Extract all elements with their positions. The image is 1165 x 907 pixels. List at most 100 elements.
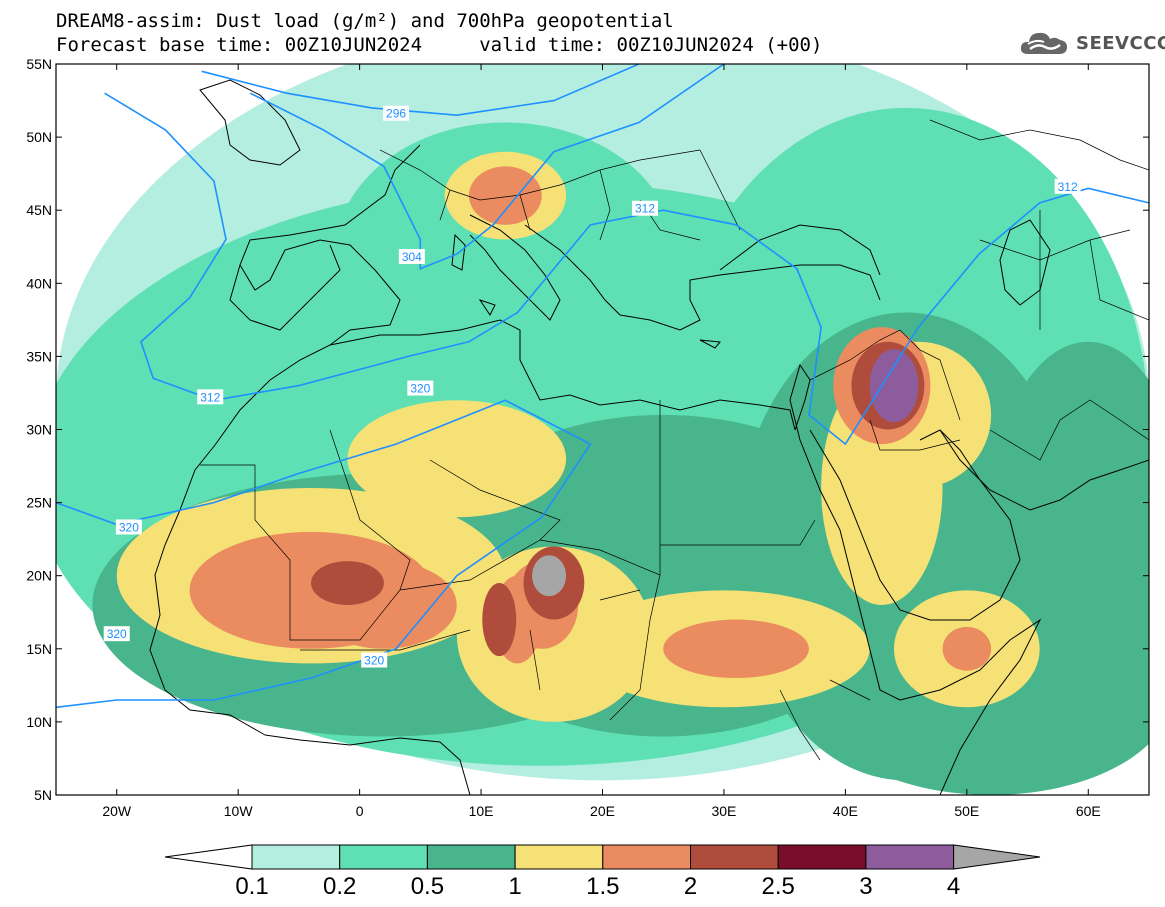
colorbar-swatch [602, 844, 691, 870]
geopotential-contour [249, 64, 725, 270]
geopotential-label: 312 [635, 202, 655, 216]
colorbar-label: 2.5 [762, 873, 795, 900]
geopotential-label: 320 [410, 382, 430, 396]
lat-tick-label: 40N [26, 275, 52, 291]
coast-italy [469, 214, 561, 321]
coastlines [149, 79, 1149, 795]
colorbar: 0.1 0.2 0.5 1 1.5 2 2.5 3 4 [164, 844, 1041, 900]
dust-region [869, 349, 919, 423]
map-title-line1: DREAM8-assim: Dust load (g/m²) and 700hP… [56, 10, 674, 32]
colorbar-label: 2 [684, 873, 697, 900]
geopotential-labels: 296 304 312 312 312 320 320 320 320 [103, 105, 1081, 668]
geopotential-contour [104, 92, 1149, 446]
colorbar-label: 4 [947, 873, 960, 900]
dust-region [311, 561, 384, 605]
contour-label-bg [103, 626, 130, 642]
colorbar-swatch [339, 844, 428, 870]
lon-tick-label: 50E [954, 803, 979, 819]
dust-region [942, 626, 992, 671]
dust-region [991, 341, 1149, 693]
lat-tick-label: 45N [26, 202, 52, 218]
colorbar-label: 0.2 [323, 873, 356, 900]
geopotential-label: 304 [402, 250, 422, 264]
dust-region [482, 583, 517, 657]
geopotential-contours [56, 64, 1149, 709]
lon-tick-label: 30E [711, 803, 736, 819]
geopotential-label: 320 [119, 520, 139, 534]
geopotential-label: 312 [200, 390, 220, 404]
seevccc-logo: SEEVCCC [1018, 28, 1165, 58]
lat-tick-label: 20N [26, 568, 52, 584]
contour-label-bg [632, 200, 659, 216]
country-borders [200, 119, 1149, 761]
coast-britain [199, 79, 301, 166]
coast-horn-africa [899, 618, 1042, 795]
lon-tick-label: 10E [469, 803, 494, 819]
lon-tick-label: 40E [833, 803, 858, 819]
map-title-line2: Forecast base time: 00Z10JUN2024 valid t… [56, 34, 823, 56]
coast-arabia [809, 429, 1021, 621]
colorbar-label: 0.1 [235, 873, 268, 900]
contour-label-bg [398, 248, 425, 264]
contour-label-bg [407, 380, 434, 396]
lon-tick-label: 10W [224, 803, 254, 819]
coast-gulf-of-guinea [264, 734, 471, 795]
border-east-africa [609, 574, 871, 761]
lat-tick-label: 30N [26, 422, 52, 438]
colorbar-swatch [865, 844, 955, 870]
contour-label-bg [197, 389, 224, 405]
colorbar-label: 3 [859, 873, 872, 900]
map-axes: 55N 50N 45N 40N 35N 30N 25N 20N 15N 10N 5N 20W 10W 0 1… [26, 56, 1149, 819]
logo-text: SEEVCCC [1076, 32, 1165, 54]
geopotential-label: 312 [1058, 180, 1078, 194]
dust-region [468, 166, 542, 225]
contour-label-bg [115, 519, 142, 535]
border-middle-east [809, 329, 1149, 461]
contour-label-bg [383, 105, 410, 121]
lat-tick-label: 5N [34, 787, 52, 803]
colorbar-swatch [251, 844, 341, 870]
colorbar-label: 0.5 [411, 873, 444, 900]
contour-label-bg [361, 652, 388, 668]
coast-north-africa [329, 319, 796, 431]
border-asia [929, 119, 1149, 330]
coast-europe-africa-west [149, 144, 421, 736]
dust-region [347, 400, 567, 518]
lon-tick-label: 0 [356, 803, 364, 819]
colorbar-swatch [514, 844, 604, 870]
colorbar-swatch [426, 844, 516, 870]
colorbar-under-arrow [164, 844, 253, 870]
lat-tick-label: 50N [26, 129, 52, 145]
contour-label-bg [1054, 178, 1081, 194]
colorbar-label: 1.5 [586, 873, 619, 900]
colorbar-swatch [690, 844, 779, 870]
coast-black-caspian [719, 219, 1051, 306]
lat-tick-label: 15N [26, 641, 52, 657]
geopotential-label: 296 [386, 107, 406, 121]
dust-region [335, 122, 676, 386]
dust-region [663, 619, 809, 679]
cloud-logo-icon [1020, 32, 1067, 54]
dust-load-field [56, 64, 1149, 795]
colorbar-swatch [777, 844, 867, 870]
geopotential-contour [201, 64, 640, 117]
lat-tick-label: 10N [26, 714, 52, 730]
lat-tick-label: 25N [26, 495, 52, 511]
lon-tick-label: 20W [102, 803, 132, 819]
lat-tick-label: 55N [26, 56, 52, 72]
colorbar-label: 1 [508, 873, 521, 900]
lat-tick-label: 35N [26, 348, 52, 364]
map-plot-area: 296 304 312 312 312 320 320 320 320 [56, 64, 1149, 795]
lon-tick-label: 20E [590, 803, 615, 819]
geopotential-label: 320 [364, 653, 384, 667]
geopotential-label: 320 [107, 627, 127, 641]
dust-region [532, 555, 567, 597]
colorbar-over-arrow [953, 844, 1041, 870]
lon-tick-label: 60E [1076, 803, 1101, 819]
geopotential-contour [56, 399, 592, 709]
border-europe [379, 149, 741, 241]
coast-iberia [229, 244, 341, 331]
coast-balkans-greece [524, 224, 881, 331]
coast-gulf-persia [939, 429, 1149, 511]
